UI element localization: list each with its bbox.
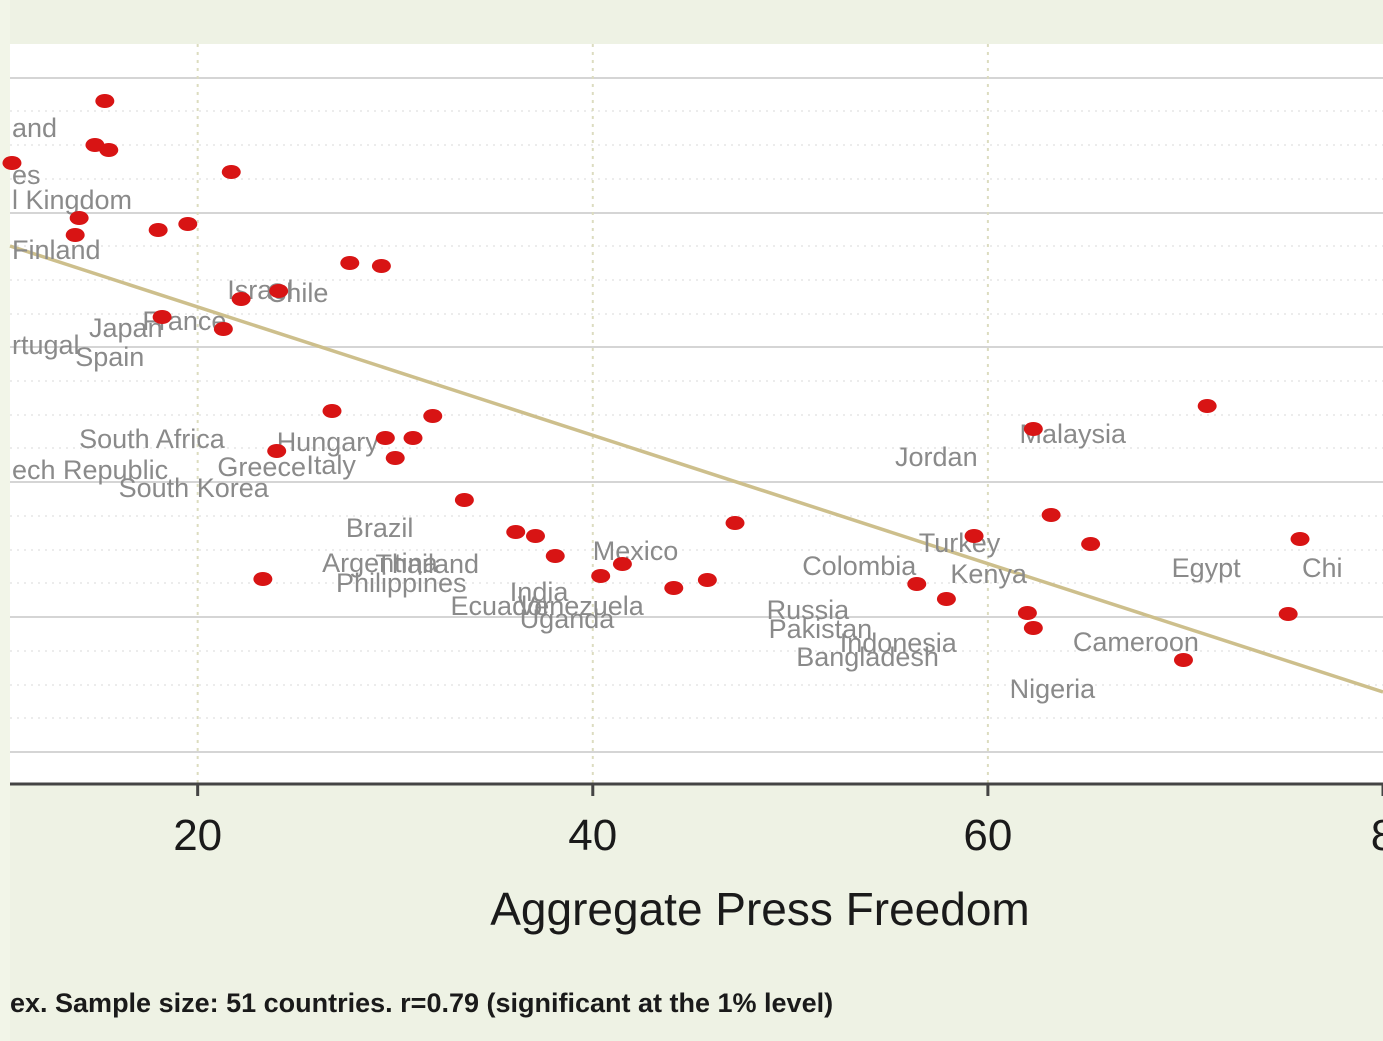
fit-line-group xyxy=(9,244,1383,694)
point-label-20: India xyxy=(510,577,570,607)
point-label-28: Indonesia xyxy=(840,628,958,658)
point-label-7: Japan xyxy=(89,313,163,343)
data-point-27 xyxy=(664,581,684,595)
point-label-3: Finland xyxy=(12,235,101,265)
point-label-0: and xyxy=(12,113,57,143)
data-point-10 xyxy=(371,259,391,273)
point-label-34: Nigeria xyxy=(1010,674,1097,704)
point-label-26: Russia xyxy=(767,595,851,625)
data-point-40 xyxy=(1197,399,1217,413)
data-point-22 xyxy=(506,525,526,539)
data-point-30 xyxy=(253,572,273,586)
point-label-32: Jordan xyxy=(895,442,978,472)
point-label-21: Ecuador xyxy=(451,591,552,621)
data-point-38 xyxy=(1023,621,1043,635)
point-label-23: Uganda xyxy=(520,604,616,634)
data-point-41 xyxy=(1278,607,1298,621)
data-point-19 xyxy=(267,444,287,458)
data-point-5 xyxy=(65,228,85,242)
data-point-13 xyxy=(152,310,172,324)
data-point-35 xyxy=(1041,508,1061,522)
data-point-39 xyxy=(1173,653,1193,667)
point-label-15: South Korea xyxy=(119,473,270,503)
x-tick-label-1: 40 xyxy=(568,811,617,860)
point-label-2: l Kingdom xyxy=(12,185,132,215)
data-point-20 xyxy=(385,451,405,465)
data-point-2 xyxy=(99,143,119,157)
point-label-10: South Africa xyxy=(79,424,226,454)
point-label-9: Spain xyxy=(75,342,144,372)
fit-line xyxy=(9,244,1383,694)
data-point-15 xyxy=(322,404,342,418)
data-point-31 xyxy=(907,577,927,591)
data-point-4 xyxy=(69,211,89,225)
data-point-16 xyxy=(423,409,443,423)
point-label-35: Cameroon xyxy=(1073,627,1199,657)
data-point-9 xyxy=(340,256,360,270)
data-point-3 xyxy=(2,156,22,170)
data-point-8 xyxy=(221,165,241,179)
data-point-42 xyxy=(1290,532,1310,546)
data-point-28 xyxy=(697,573,717,587)
data-point-26 xyxy=(591,569,611,583)
data-point-23 xyxy=(525,529,545,543)
x-axis: 20 40 60 8 xyxy=(10,782,1383,860)
chart-note: ex. Sample size: 51 countries. r=0.79 (s… xyxy=(10,988,833,1018)
data-point-11 xyxy=(231,292,251,306)
point-label-16: Brazil xyxy=(346,513,414,543)
point-label-24: Mexico xyxy=(593,536,679,566)
data-points xyxy=(2,94,1310,667)
plot-background xyxy=(10,44,1383,783)
point-label-27: Pakistan xyxy=(769,614,873,644)
point-label-19: Philippines xyxy=(336,568,467,598)
data-point-34 xyxy=(1023,422,1043,436)
point-label-14: Italy xyxy=(306,450,356,480)
slide-left-margin xyxy=(0,0,10,1041)
data-point-17 xyxy=(375,431,395,445)
data-point-29 xyxy=(725,516,745,530)
point-label-37: Chi xyxy=(1302,553,1343,583)
data-point-24 xyxy=(545,549,565,563)
data-point-6 xyxy=(148,223,168,237)
data-point-33 xyxy=(964,529,984,543)
data-point-12 xyxy=(269,284,289,298)
point-label-13: Greece xyxy=(217,452,306,482)
point-label-31: Kenya xyxy=(950,559,1028,589)
data-point-36 xyxy=(1081,537,1101,551)
data-point-7 xyxy=(178,217,198,231)
data-point-32 xyxy=(936,592,956,606)
data-point-0 xyxy=(95,94,115,108)
x-tick-label-0: 20 xyxy=(173,811,222,860)
point-label-30: Turkey xyxy=(919,528,1001,558)
data-point-14 xyxy=(213,322,233,336)
data-point-25 xyxy=(612,557,632,571)
point-label-17: Argentina xyxy=(322,548,439,578)
data-point-18 xyxy=(403,431,423,445)
point-label-36: Egypt xyxy=(1172,553,1242,583)
x-tick-label-3: 8 xyxy=(1371,811,1383,860)
x-axis-label: Aggregate Press Freedom xyxy=(490,883,1030,935)
point-label-22: Venezuela xyxy=(518,591,645,621)
data-point-21 xyxy=(454,493,474,507)
point-label-18: Thailand xyxy=(375,549,479,579)
point-label-12: ech Republic xyxy=(12,455,168,485)
point-label-25: Colombia xyxy=(802,551,917,581)
point-label-11: Hungary xyxy=(277,427,380,457)
x-tick-label-2: 60 xyxy=(963,811,1012,860)
point-label-8: rtugal xyxy=(12,330,80,360)
point-label-29: Bangladesh xyxy=(796,642,939,672)
data-point-37 xyxy=(1017,606,1037,620)
